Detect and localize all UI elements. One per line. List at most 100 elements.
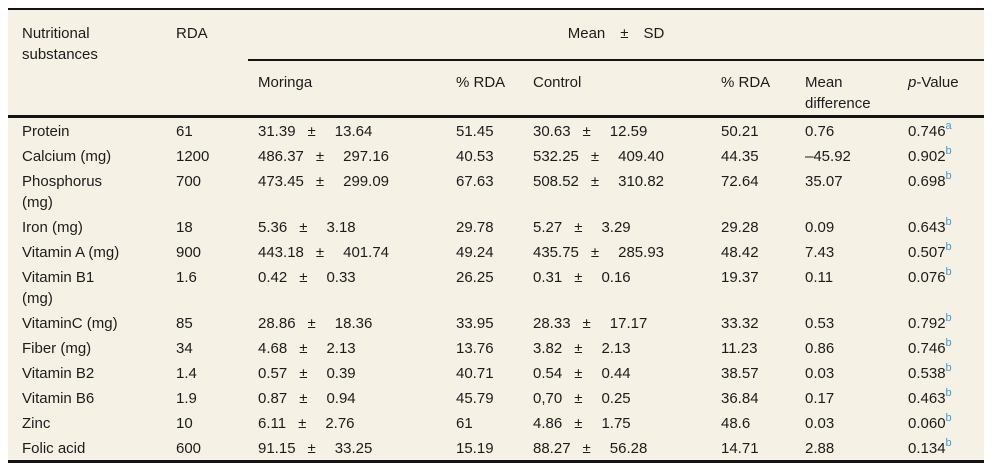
cell-p-value: 0.507b	[898, 239, 984, 264]
cell-moringa-mean-sd: 473.45 ±299.09	[248, 168, 448, 214]
cell-substance-name: Vitamin A (mg)	[22, 244, 120, 261]
cell-control-mean-sd: 88.27 ±56.28	[525, 435, 713, 460]
cell-moringa-pct-rda: 13.76	[456, 340, 494, 357]
plus-minus-symbol: ±	[590, 244, 600, 261]
p-value-number: 0.902	[908, 148, 946, 165]
p-value-superscript: b	[945, 216, 952, 228]
cell-moringa-mean-sd: 0.42 ±0.33	[248, 264, 448, 310]
cell-p-value: 0.538b	[898, 360, 984, 385]
plus-minus-symbol: ±	[299, 219, 308, 236]
header-nutritional-substances: Nutritional substances	[8, 10, 168, 118]
table-row: Folic acid 600 91.15 ±33.25 15.19 88.27 ±5…	[8, 435, 984, 460]
plus-minus-symbol: ±	[574, 390, 583, 407]
plus-minus-symbol: ±	[582, 440, 591, 457]
cell-mean-difference: 0.11	[805, 269, 834, 286]
cell-p-value: 0.698b	[898, 168, 984, 214]
cell-mean-difference: –45.92	[805, 148, 851, 165]
cell-mean-difference: 0.76	[805, 123, 835, 140]
moringa-mean: 0.57	[258, 365, 288, 382]
plus-minus-symbol: ±	[574, 415, 583, 432]
cell-moringa-pct-rda: 15.19	[456, 440, 494, 457]
control-mean: 435.75	[533, 244, 579, 261]
cell-rda: 900	[176, 244, 202, 261]
cell-control-pct-rda: 14.71	[721, 440, 759, 457]
p-value-superscript: b	[945, 437, 952, 449]
table-row: Iron (mg) 18 5.36 ±3.18 29.78 5.27 ±3.29 2…	[8, 214, 984, 239]
cell-control-pct-rda: 36.84	[721, 390, 759, 407]
moringa-mean: 4.68	[258, 340, 288, 357]
table-row: VitaminC (mg) 85 28.86 ±18.36 33.95 28.33…	[8, 310, 984, 335]
cell-control-mean-sd: 508.52 ±310.82	[525, 168, 713, 214]
moringa-sd: 2.76	[325, 415, 355, 432]
cell-rda: 34	[176, 340, 193, 357]
plus-minus-symbol: ±	[315, 148, 325, 165]
p-value-number: 0.507	[908, 244, 946, 261]
moringa-sd: 18.36	[334, 315, 373, 332]
control-mean: 532.25	[533, 148, 579, 165]
p-value-superscript: b	[945, 145, 952, 157]
cell-moringa-pct-rda: 49.24	[456, 244, 494, 261]
moringa-sd: 2.13	[326, 340, 356, 357]
p-value-superscript: b	[945, 241, 952, 253]
control-sd: 2.13	[601, 340, 631, 357]
cell-control-pct-rda: 38.57	[721, 365, 759, 382]
cell-control-pct-rda: 11.23	[721, 340, 758, 357]
plus-minus-symbol: ±	[574, 269, 583, 286]
nutrition-comparison-table: Nutritional substances RDA Mean ± SD Morin…	[8, 10, 985, 460]
control-mean: 508.52	[533, 173, 579, 190]
plus-minus-symbol: ±	[574, 340, 583, 357]
p-value-italic-p: p	[908, 74, 917, 91]
cell-moringa-mean-sd: 0.57 ±0.39	[248, 360, 448, 385]
table-row: Vitamin B6 1.9 0.87 ±0.94 45.79 0,70 ±0.25…	[8, 385, 984, 410]
cell-mean-difference: 0.09	[805, 219, 835, 236]
p-value-number: 0.792	[908, 315, 946, 332]
cell-control-pct-rda: 44.35	[721, 148, 759, 165]
cell-substance-name: Fiber (mg)	[22, 340, 92, 357]
cell-moringa-mean-sd: 486.37 ±297.16	[248, 143, 448, 168]
plus-minus-symbol: ±	[299, 340, 308, 357]
header-pct-rda-control: % RDA	[713, 60, 795, 118]
control-sd: 310.82	[618, 173, 665, 190]
cell-substance-name: Folic acid	[22, 440, 86, 457]
cell-mean-difference: 0.86	[805, 340, 835, 357]
moringa-sd: 0.94	[326, 390, 356, 407]
cell-control-pct-rda: 19.37	[721, 269, 759, 286]
cell-control-mean-sd: 0.54 ±0.44	[525, 360, 713, 385]
header-mean-sd-span: Mean ± SD	[248, 10, 985, 61]
moringa-sd: 0.33	[326, 269, 356, 286]
moringa-mean: 486.37	[258, 148, 304, 165]
header-mean-label: Mean	[567, 25, 606, 42]
control-sd: 12.59	[609, 123, 648, 140]
moringa-mean: 28.86	[258, 315, 296, 332]
cell-control-pct-rda: 29.28	[721, 219, 759, 236]
plus-minus-symbol: ±	[307, 123, 316, 140]
cell-substance-name: Vitamin B1 (mg)	[22, 269, 95, 307]
plus-minus-symbol: ±	[582, 315, 591, 332]
control-sd: 409.40	[618, 148, 665, 165]
cell-control-pct-rda: 48.42	[721, 244, 759, 261]
moringa-sd: 3.18	[326, 219, 356, 236]
plus-minus-symbol: ±	[315, 173, 325, 190]
cell-control-mean-sd: 30.63 ±12.59	[525, 117, 713, 144]
cell-moringa-pct-rda: 67.63	[456, 173, 494, 190]
cell-substance-name: Vitamin B2	[22, 365, 95, 382]
cell-moringa-pct-rda: 40.53	[456, 148, 494, 165]
moringa-sd: 401.74	[343, 244, 390, 261]
cell-mean-difference: 0.53	[805, 315, 835, 332]
cell-rda: 18	[176, 219, 193, 236]
plus-minus-symbol: ±	[574, 365, 583, 382]
moringa-mean: 31.39	[258, 123, 296, 140]
control-mean: 0,70	[533, 390, 563, 407]
p-value-superscript: b	[945, 170, 952, 182]
cell-control-mean-sd: 532.25 ±409.40	[525, 143, 713, 168]
cell-p-value: 0.792b	[898, 310, 984, 335]
moringa-sd: 297.16	[343, 148, 390, 165]
cell-p-value: 0.902b	[898, 143, 984, 168]
header-mean-difference: Mean difference	[795, 60, 898, 118]
cell-substance-name: VitaminC (mg)	[22, 315, 118, 332]
p-value-number: 0.746	[908, 123, 946, 140]
cell-substance-name: Iron (mg)	[22, 219, 83, 236]
control-sd: 285.93	[618, 244, 665, 261]
table-row: Protein 61 31.39 ±13.64 51.45 30.63 ±12.59…	[8, 117, 984, 144]
table-row: Calcium (mg) 1200 486.37 ±297.16 40.53 53…	[8, 143, 984, 168]
